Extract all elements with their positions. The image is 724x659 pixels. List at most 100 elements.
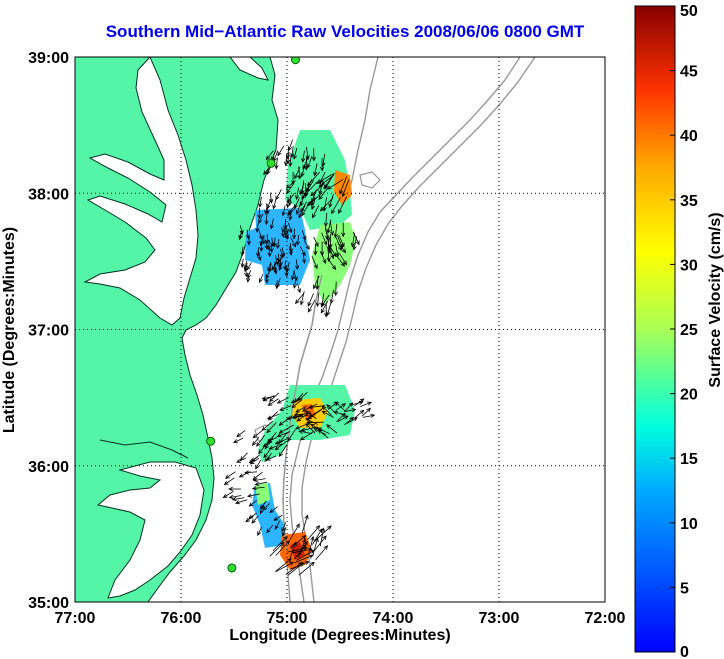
- velocity-arrow: [315, 292, 320, 308]
- velocity-arrow: [269, 541, 285, 557]
- velocity-arrow: [262, 502, 271, 511]
- velocity-arrow: [266, 413, 280, 420]
- chesapeake-bay: [83, 57, 199, 326]
- velocity-arrow: [250, 454, 260, 462]
- velocity-arrow: [293, 393, 304, 403]
- station-marker: [266, 158, 276, 168]
- y-axis-label: Latitude (Degrees:Minutes): [1, 227, 18, 433]
- velocity-arrow: [259, 504, 265, 515]
- velocity-arrow: [310, 193, 315, 206]
- colorbar-label: Surface Velocity (cm/s): [707, 212, 724, 387]
- station-marker: [227, 563, 237, 573]
- velocity-arrow: [335, 403, 346, 411]
- contour-2: [289, 57, 521, 602]
- velocity-arrow: [244, 470, 258, 475]
- velocity-arrow: [310, 423, 323, 432]
- velocity-arrow: [298, 538, 306, 557]
- velocity-arrow: [288, 153, 293, 168]
- velocity-arrow: [286, 180, 296, 189]
- velocity-arrow: [323, 173, 335, 190]
- velocity-arrow: [247, 493, 260, 498]
- velocity-arrow: [258, 274, 264, 284]
- velocity-arrow: [311, 256, 318, 270]
- velocity-arrow: [261, 234, 266, 245]
- velocity-arrow: [361, 407, 372, 417]
- velocity-arrow: [321, 405, 333, 416]
- velocity-arrow: [287, 546, 308, 553]
- velocity-arrow: [352, 231, 360, 246]
- velocity-arrow: [261, 395, 275, 401]
- colorbar-tick-label: 40: [680, 128, 698, 145]
- colorbar-tick-label: 25: [680, 322, 698, 339]
- velocity-arrow: [278, 415, 293, 426]
- velocity-arrow: [280, 226, 285, 238]
- velocity-arrow: [315, 275, 320, 291]
- velocity-arrow: [301, 514, 309, 533]
- velocity-arrow: [333, 223, 338, 239]
- station-marker: [206, 436, 216, 446]
- velocity-arrow: [259, 236, 264, 246]
- velocity-arrow: [344, 408, 357, 413]
- x-tick-label: 72:00: [585, 610, 626, 627]
- velocity-arrow: [336, 412, 346, 422]
- velocity-arrow: [329, 289, 334, 304]
- colorbar-ticks: 0 5 10 15 20 25 30 35 40 45 50: [670, 3, 698, 659]
- velocity-arrow: [320, 294, 330, 308]
- velocity-arrow: [281, 205, 286, 217]
- velocity-arrow: [336, 255, 345, 267]
- velocity-arrow: [233, 437, 244, 443]
- colorbar-tick-label: 35: [680, 193, 698, 210]
- velocity-arrow: [270, 237, 275, 248]
- velocity-arrow: [263, 449, 271, 459]
- velocity-arrow: [265, 150, 274, 161]
- colorbar-tick-label: 20: [680, 387, 698, 404]
- velocity-arrow: [228, 486, 241, 492]
- x-tick-label: 74:00: [373, 610, 414, 627]
- velocity-arrow: [269, 218, 274, 230]
- velocity-arrow: [324, 302, 329, 318]
- velocity-arrow: [299, 183, 305, 196]
- colorbar-tick-label: 30: [680, 257, 698, 274]
- velocity-arrow: [294, 554, 314, 564]
- contour-5: [359, 171, 381, 189]
- velocity-arrow: [245, 515, 254, 523]
- velocity-arrow: [268, 263, 273, 273]
- velocity-arrow: [313, 163, 318, 177]
- velocity-arrow: [326, 424, 338, 434]
- velocity-arrow: [305, 423, 316, 434]
- velocity-arrow: [328, 233, 333, 249]
- velocity-arrow: [360, 401, 372, 407]
- velocity-arrow: [310, 197, 316, 211]
- map-title: Southern Mid−Atlantic Raw Velocities 200…: [105, 22, 585, 41]
- velocity-arrow: [297, 540, 308, 558]
- velocity-arrow: [252, 428, 265, 439]
- velocity-arrow: [267, 437, 278, 443]
- velocity-arrow: [341, 222, 346, 238]
- velocity-arrow: [279, 405, 292, 411]
- velocity-arrow: [258, 196, 263, 208]
- velocity-arrow: [239, 225, 244, 235]
- velocity-arrow: [285, 147, 290, 160]
- velocity-arrow: [304, 157, 309, 171]
- velocity-arrow: [258, 213, 264, 224]
- velocity-arrow: [295, 292, 305, 305]
- velocity-arrow: [322, 197, 328, 212]
- velocity-arrow: [254, 481, 268, 486]
- velocity-arrow: [292, 147, 298, 160]
- velocity-arrow: [301, 205, 309, 217]
- station-marker: [290, 57, 300, 65]
- velocity-arrow: [337, 415, 349, 422]
- pamlico-sound: [96, 461, 205, 599]
- velocity-arrow: [292, 547, 313, 554]
- velocity-arrow: [324, 227, 331, 242]
- velocity-arrow: [248, 512, 258, 519]
- velocity-arrow: [326, 219, 332, 234]
- velocity-arrow: [265, 234, 270, 245]
- velocity-arrow: [251, 515, 259, 524]
- velocity-arrow: [326, 179, 344, 190]
- velocity-arrow: [323, 212, 329, 228]
- velocity-arrow: [246, 273, 251, 283]
- velocity-arrow: [246, 235, 252, 246]
- velocity-arrow: [267, 247, 272, 258]
